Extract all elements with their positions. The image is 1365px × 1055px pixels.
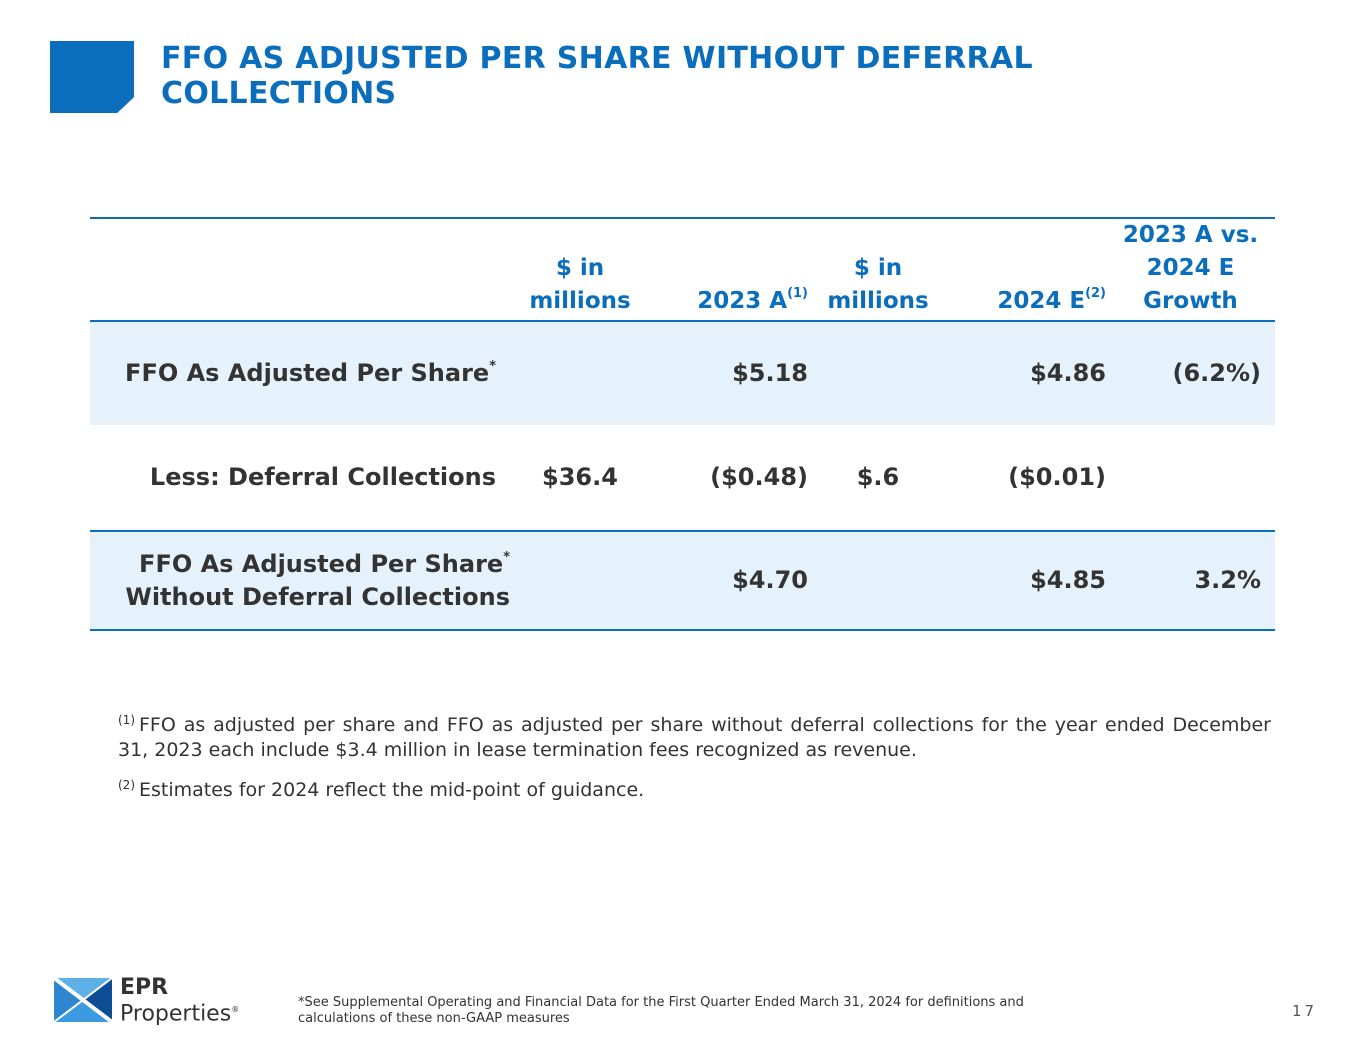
title-accent-icon — [50, 41, 134, 113]
row-label: FFO As Adjusted Per Share* — [90, 321, 510, 425]
logo-wordmark: EPR Properties® — [120, 977, 239, 1025]
cell-value-2023: $4.70 — [650, 531, 808, 630]
header-2023-actual: 2023 A(1) — [650, 218, 808, 321]
ffo-table-container: $ in millions 2023 A(1) $ in millions 20… — [90, 217, 1275, 631]
row-label: FFO As Adjusted Per Share* Without Deferr… — [90, 531, 510, 630]
header-2023-text: 2023 A — [697, 288, 788, 314]
header-label-col — [90, 218, 510, 321]
row-label-text: FFO As Adjusted Per Share — [139, 549, 504, 578]
cell-growth: 3.2% — [1106, 531, 1275, 630]
cell-growth — [1106, 425, 1275, 531]
epr-logo: EPR Properties® — [54, 977, 254, 1027]
footnote-2-marker: (2) — [118, 777, 135, 792]
cell-value-2024: ($0.01) — [1008, 463, 1106, 491]
logo-epr: EPR — [120, 975, 169, 1000]
row-label-text: FFO As Adjusted Per Share — [125, 359, 490, 387]
disclaimer: *See Supplemental Operating and Financia… — [298, 995, 1024, 1026]
footnote-1-marker: (1) — [118, 712, 135, 727]
cell-millions-2024: $.6 — [856, 463, 900, 491]
cell-millions-2024 — [808, 321, 948, 425]
row-label: Less: Deferral Collections — [90, 425, 510, 531]
row-label-sup: * — [489, 359, 496, 374]
ffo-table: $ in millions 2023 A(1) $ in millions 20… — [90, 217, 1275, 631]
footnotes: (1) FFO as adjusted per share and FFO as … — [118, 713, 1271, 818]
header-growth-text: 2023 A vs. 2024 E Growth — [1122, 222, 1259, 314]
cell-millions-2023: $36.4 — [542, 463, 618, 491]
footnote-2: (2) Estimates for 2024 reflect the mid-po… — [118, 778, 1271, 803]
page-title: FFO AS ADJUSTED PER SHARE WITHOUT DEFERR… — [161, 41, 1033, 111]
header-millions-2023-text: $ in millions — [529, 255, 631, 314]
cell-value-2023: ($0.48) — [710, 463, 808, 491]
header-millions-2024-text: $ in millions — [827, 255, 929, 314]
header-millions-2024: $ in millions — [808, 218, 948, 321]
header-2023-sup: (1) — [787, 286, 808, 302]
cell-millions-2024 — [808, 531, 948, 630]
cell-millions-2023 — [510, 531, 650, 630]
epr-logo-icon — [54, 978, 112, 1022]
row-label-sup: * — [503, 549, 510, 565]
header-2024-text: 2024 E — [997, 288, 1086, 314]
header-2024-estimate: 2024 E(2) — [948, 218, 1106, 321]
cell-value-2023: $5.18 — [650, 321, 808, 425]
row-label-line2: Without Deferral Collections — [125, 582, 510, 611]
header-growth: 2023 A vs. 2024 E Growth — [1106, 218, 1275, 321]
table-row: FFO As Adjusted Per Share* $5.18 $4.86 (… — [90, 321, 1275, 425]
header-millions-2023: $ in millions — [510, 218, 650, 321]
table-header-row: $ in millions 2023 A(1) $ in millions 20… — [90, 218, 1275, 321]
header-2024-sup: (2) — [1085, 286, 1106, 302]
logo-properties: Properties® — [120, 999, 239, 1025]
cell-value-2024: $4.86 — [948, 321, 1106, 425]
page-number: 17 — [1292, 1002, 1318, 1020]
footnote-1-text: FFO as adjusted per share and FFO as adj… — [118, 714, 1271, 761]
table-row: FFO As Adjusted Per Share* Without Deferr… — [90, 531, 1275, 630]
cell-millions-2023 — [510, 321, 650, 425]
row-label-text: Less: Deferral Collections — [149, 463, 496, 491]
logo-properties-text: Properties — [120, 1001, 232, 1027]
table-row: Less: Deferral Collections $36.4 ($0.48)… — [90, 425, 1275, 531]
cell-growth: (6.2%) — [1106, 321, 1275, 425]
cell-value-2024: $4.85 — [948, 531, 1106, 630]
footnote-2-text: Estimates for 2024 reflect the mid-point… — [139, 779, 645, 801]
logo-registered-mark: ® — [231, 1005, 240, 1014]
footnote-1: (1) FFO as adjusted per share and FFO as … — [118, 713, 1271, 763]
